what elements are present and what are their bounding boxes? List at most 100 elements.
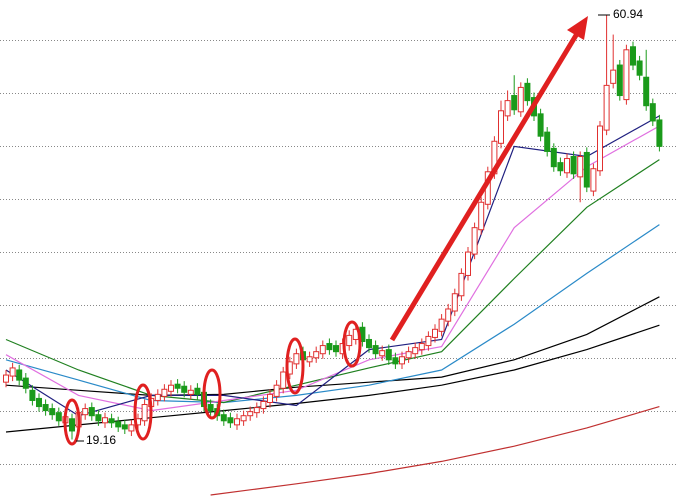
candle-body	[49, 408, 56, 416]
candle-body	[610, 69, 617, 84]
candle-body	[583, 151, 590, 188]
candle-body	[630, 46, 636, 66]
ma-line	[5, 296, 660, 397]
candle-body	[451, 293, 458, 312]
highlight-ellipse	[202, 368, 222, 420]
candle-body	[399, 356, 405, 365]
candle-body	[55, 412, 62, 422]
candle-body	[194, 387, 201, 395]
trend-arrow	[389, 30, 581, 342]
candle-body	[273, 384, 280, 397]
candle-body	[333, 345, 339, 353]
candle-body	[372, 345, 379, 355]
candle-body	[253, 407, 260, 414]
candle-body	[590, 168, 597, 192]
ma-line	[5, 115, 660, 417]
candle-body	[102, 417, 108, 424]
annotations	[63, 16, 588, 446]
candle-body	[22, 377, 29, 389]
candle-body	[227, 417, 234, 424]
ma-line	[5, 125, 660, 412]
candle-body	[636, 60, 643, 76]
highlight-ellipse	[63, 398, 81, 446]
candle-body	[174, 383, 181, 389]
candle-body	[29, 389, 36, 401]
candle-body	[161, 388, 168, 397]
candle-body	[649, 103, 656, 122]
candle-body	[154, 393, 161, 401]
candle-body	[656, 119, 663, 147]
candle-body	[9, 367, 16, 377]
candle-body	[36, 397, 42, 408]
candle-body	[498, 110, 504, 144]
candle-body	[366, 338, 372, 349]
candle-body	[121, 424, 128, 430]
candle-body	[616, 64, 623, 97]
candle-body	[418, 343, 425, 351]
candle-body	[346, 334, 353, 347]
candle-body	[82, 408, 89, 416]
candle-body	[280, 371, 287, 389]
candle-body	[544, 131, 551, 152]
candle-body	[471, 227, 478, 255]
candle-body	[623, 49, 630, 101]
candle-body	[207, 404, 214, 412]
candle-body	[187, 389, 194, 395]
ma-line	[5, 159, 660, 404]
candle-body	[260, 400, 267, 410]
candle-body	[524, 82, 531, 102]
candle-body	[643, 76, 650, 107]
candle-body	[319, 345, 326, 355]
candle-body	[108, 418, 115, 424]
candle-body	[3, 374, 9, 383]
candle-body	[550, 147, 557, 168]
candle-body	[267, 393, 273, 403]
candle-body	[115, 421, 122, 428]
candle-body	[465, 251, 471, 276]
candle-body	[537, 113, 544, 137]
ma-line	[210, 406, 660, 496]
highlight-ellipse	[133, 383, 153, 441]
candle-body	[412, 347, 419, 355]
candle-body	[432, 328, 438, 338]
candle-body	[392, 357, 399, 365]
moving-averages	[5, 115, 660, 496]
candle-body	[240, 415, 247, 422]
highlight-ellipse	[285, 337, 305, 395]
candle-body	[517, 86, 524, 113]
candle-body	[168, 384, 174, 392]
candle-body	[597, 125, 603, 172]
candle-body	[379, 350, 386, 357]
candle-body	[458, 272, 465, 297]
candle-body	[504, 100, 511, 117]
candle-body	[42, 404, 49, 412]
candle-body	[570, 156, 577, 175]
candle-body	[220, 414, 227, 422]
candle-body	[478, 201, 485, 231]
candle-body	[181, 385, 188, 393]
highlight-ellipse	[342, 320, 362, 368]
candle-body	[128, 424, 135, 432]
candles	[3, 14, 663, 440]
candle-body	[603, 84, 610, 131]
candle-body	[95, 414, 102, 422]
candle-body	[234, 418, 240, 426]
candle-body	[293, 353, 300, 365]
candle-body	[564, 158, 570, 174]
high-label: 60.94	[613, 7, 643, 21]
ma-line	[5, 224, 660, 404]
candle-body	[88, 407, 95, 417]
grid	[0, 40, 676, 465]
candle-body	[385, 349, 392, 361]
candle-body	[511, 95, 518, 111]
candle-body	[557, 162, 564, 172]
candle-body	[425, 335, 432, 347]
candle-body	[438, 318, 445, 332]
ma-line	[5, 324, 660, 433]
candle-body	[16, 369, 23, 381]
candle-body	[577, 156, 584, 178]
candle-body	[405, 351, 412, 359]
candle-body	[306, 356, 313, 363]
candle-body	[445, 308, 452, 322]
